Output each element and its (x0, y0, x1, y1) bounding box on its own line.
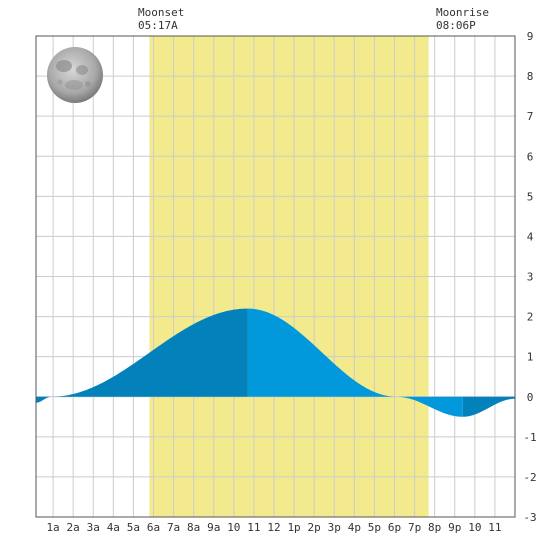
x-tick-label: 1a (46, 521, 59, 534)
y-tick-label: 7 (527, 110, 534, 123)
x-tick-label: 1p (287, 521, 300, 534)
x-tick-label: 11 (247, 521, 260, 534)
plot-frame (35, 35, 516, 518)
y-axis: -3 -2 -1 0 1 2 3 4 5 6 7 8 9 (523, 30, 536, 524)
y-tick-label: 2 (527, 311, 534, 324)
x-tick-label: 10 (468, 521, 481, 534)
y-tick-label: 3 (527, 271, 534, 284)
x-tick-label: 3a (87, 521, 100, 534)
tide-segment-1 (36, 308, 248, 403)
moonset-label: Moonset (138, 6, 184, 19)
x-tick-label: 2a (67, 521, 80, 534)
x-tick-label: 12 (267, 521, 280, 534)
x-tick-label: 10 (227, 521, 240, 534)
y-tick-label: -1 (523, 431, 536, 444)
y-tick-label: 1 (527, 351, 534, 364)
x-tick-label: 4a (107, 521, 120, 534)
x-tick-label: 7a (167, 521, 180, 534)
x-tick-label: 5a (127, 521, 140, 534)
y-tick-label: 0 (527, 391, 534, 404)
moonset-time: 05:17A (138, 19, 178, 32)
x-tick-label: 2p (308, 521, 321, 534)
x-tick-label: 9a (207, 521, 220, 534)
x-axis: 1a 2a 3a 4a 5a 6a 7a 8a 9a 10 11 12 1p 2p 3p 4p 5p 6p 7p 8p… (46, 521, 501, 534)
y-tick-label: 9 (527, 30, 534, 43)
x-tick-label: 5p (368, 521, 381, 534)
y-tick-label: -3 (523, 511, 536, 524)
y-tick-label: 8 (527, 70, 534, 83)
full-moon-icon (47, 47, 103, 103)
x-tick-label: 4p (348, 521, 361, 534)
moonrise-label: Moonrise (436, 6, 489, 19)
tide-segment-3 (462, 396, 515, 417)
x-tick-label: 6a (147, 521, 160, 534)
x-tick-label: 3p (328, 521, 341, 534)
grid (36, 35, 515, 518)
x-tick-label: 7p (408, 521, 421, 534)
x-tick-label: 9p (448, 521, 461, 534)
x-tick-label: 8a (187, 521, 200, 534)
x-tick-label: 8p (428, 521, 441, 534)
y-tick-label: 4 (527, 230, 534, 243)
y-tick-label: 6 (527, 150, 534, 163)
x-tick-label: 11 (488, 521, 501, 534)
moonrise-time: 08:06P (436, 19, 476, 32)
y-tick-label: -2 (523, 471, 536, 484)
x-tick-label: 6p (388, 521, 401, 534)
tide-segment-2 (247, 308, 463, 417)
y-tick-label: 5 (527, 190, 534, 203)
tide-area (36, 308, 515, 417)
